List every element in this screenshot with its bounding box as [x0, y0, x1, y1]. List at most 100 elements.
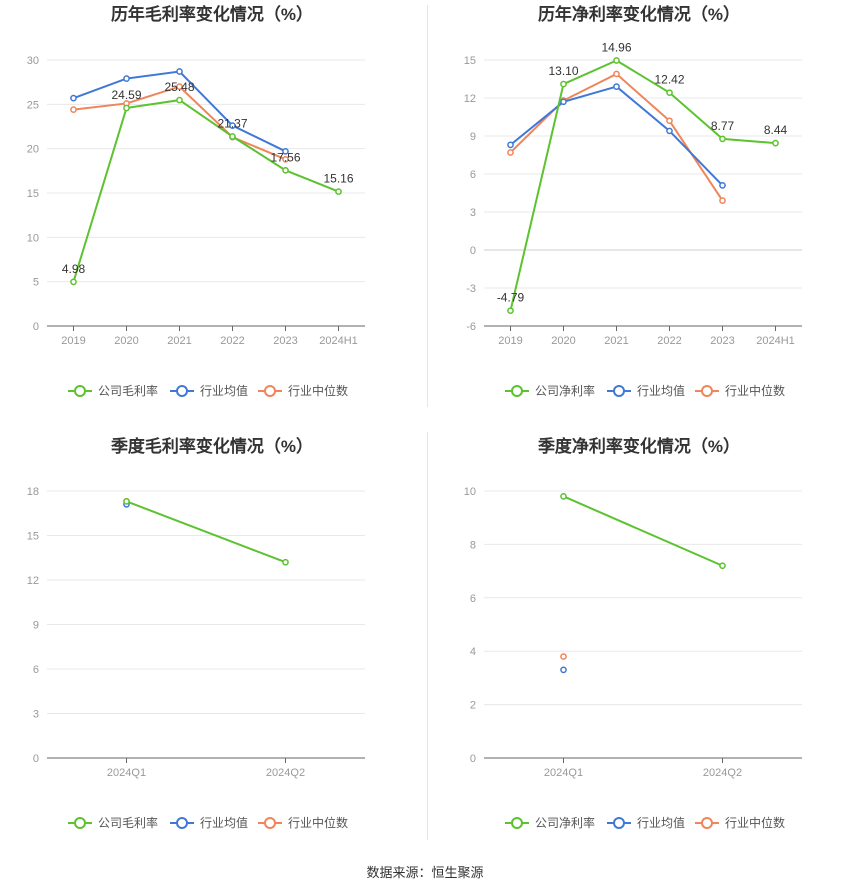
y-tick-label: -6 — [466, 321, 476, 333]
data-point — [176, 83, 183, 90]
x-tick-label: 2024Q2 — [703, 767, 742, 779]
legend-label: 行业中位数 — [288, 383, 348, 398]
data-point — [282, 155, 289, 163]
data-point — [719, 562, 726, 570]
data-label: 12.42 — [654, 73, 684, 87]
y-tick-label: 2 — [470, 700, 476, 712]
y-tick-label: 0 — [33, 753, 39, 765]
legend-marker — [176, 817, 188, 829]
legend-label: 行业均值 — [637, 383, 685, 398]
y-tick-label: 0 — [470, 245, 476, 257]
data-label: 14.96 — [601, 41, 631, 55]
data-point — [719, 182, 726, 189]
data-point — [229, 122, 236, 129]
legend-marker — [176, 385, 188, 397]
legend-item: 行业中位数 — [258, 383, 348, 398]
x-tick-label: 2024Q1 — [544, 767, 583, 779]
y-tick-label: 8 — [470, 539, 476, 551]
y-tick-label: 0 — [470, 753, 476, 765]
legend-marker — [701, 817, 713, 829]
legend-marker — [613, 385, 625, 397]
legend-label: 公司毛利率 — [98, 383, 158, 398]
legend-marker — [74, 817, 86, 829]
chart-title: 季度净利率变化情况（%） — [538, 436, 740, 456]
y-tick-label: 18 — [27, 486, 39, 498]
series-line-0 — [72, 99, 339, 283]
y-tick-label: 5 — [33, 277, 39, 289]
data-point — [282, 166, 289, 174]
legend-label: 公司净利率 — [535, 815, 595, 830]
data-point — [666, 117, 673, 125]
y-tick-label: 6 — [470, 169, 476, 181]
data-point — [70, 278, 77, 286]
legend-item: 公司净利率 — [505, 815, 595, 830]
data-label: -4.79 — [497, 291, 525, 305]
legend-label: 行业中位数 — [288, 815, 348, 830]
data-point — [613, 57, 620, 64]
data-point — [666, 127, 673, 135]
y-tick-label: 9 — [470, 131, 476, 143]
data-point — [335, 188, 342, 195]
series-line-0 — [126, 500, 286, 564]
data-label: 4.98 — [62, 262, 86, 276]
data-label: 24.59 — [111, 88, 141, 102]
y-tick-label: 4 — [470, 646, 476, 658]
legend-item: 公司毛利率 — [68, 815, 158, 830]
legend-marker — [613, 817, 625, 829]
data-point — [719, 197, 726, 204]
data-point — [70, 94, 77, 102]
y-tick-label: 9 — [33, 620, 39, 632]
y-tick-label: 10 — [27, 232, 39, 244]
y-tick-label: 20 — [27, 144, 39, 156]
x-tick-label: 2024H1 — [319, 335, 358, 347]
legend-item: 行业均值 — [607, 815, 685, 830]
x-tick-label: 2024Q2 — [266, 767, 305, 779]
y-tick-label: 15 — [27, 531, 39, 543]
data-point — [507, 307, 514, 315]
x-tick-label: 2023 — [273, 335, 297, 347]
x-tick-label: 2021 — [604, 335, 628, 347]
legend-marker — [511, 817, 523, 829]
y-tick-label: 0 — [33, 321, 39, 333]
data-label: 25.48 — [164, 80, 194, 94]
legend-marker — [74, 385, 86, 397]
x-tick-label: 2024Q1 — [107, 767, 146, 779]
legend-label: 公司净利率 — [535, 383, 595, 398]
y-tick-label: 6 — [470, 593, 476, 605]
x-tick-label: 2022 — [220, 335, 244, 347]
legend-marker — [264, 817, 276, 829]
y-tick-label: 12 — [27, 575, 39, 587]
legend-item: 行业均值 — [170, 383, 248, 398]
data-source: 数据来源：恒生聚源 — [366, 865, 484, 880]
legend-label: 行业均值 — [200, 383, 248, 398]
y-tick-label: 15 — [464, 55, 476, 67]
y-tick-label: 25 — [27, 99, 39, 111]
legend-item: 行业中位数 — [695, 383, 785, 398]
chart-panel-quarter-gross: 季度毛利率变化情况（%） 0 3 6 9 12 15 18 2024Q1 2024Q2 公司毛利率 行… — [0, 432, 425, 857]
legend-item: 行业均值 — [170, 815, 248, 830]
chart-title: 历年毛利率变化情况（%） — [111, 4, 313, 24]
x-tick-label: 2022 — [657, 335, 681, 347]
legend-marker — [701, 385, 713, 397]
legend-marker — [264, 385, 276, 397]
x-tick-label: 2019 — [61, 335, 85, 347]
chart-title: 季度毛利率变化情况（%） — [111, 436, 313, 456]
y-tick-label: 15 — [27, 188, 39, 200]
quarterly-net-margin-chart: 季度净利率变化情况（%） 0 2 4 6 8 10 2024Q1 2024Q2 公司净利率 行业均值… — [464, 436, 802, 830]
y-tick-label: 10 — [464, 486, 476, 498]
data-point — [229, 133, 236, 140]
legend-label: 行业均值 — [637, 815, 685, 830]
chart-panel-annual-net: 历年净利率变化情况（%） -6 -3 0 3 6 9 12 15 2019 2020 2021 2022… — [427, 0, 850, 425]
data-point — [507, 141, 514, 149]
data-label: 8.44 — [764, 123, 788, 137]
data-label: 8.77 — [711, 119, 735, 133]
y-tick-label: 3 — [33, 709, 39, 721]
data-point — [560, 80, 567, 88]
annual-net-margin-chart: 历年净利率变化情况（%） -6 -3 0 3 6 9 12 15 2019 2020 2021 2022… — [464, 4, 802, 398]
data-point — [719, 135, 726, 143]
data-point — [70, 106, 77, 114]
legend-item: 行业均值 — [607, 383, 685, 398]
legend-item: 行业中位数 — [258, 815, 348, 830]
data-label: 17.56 — [270, 150, 300, 164]
data-point — [176, 96, 183, 104]
